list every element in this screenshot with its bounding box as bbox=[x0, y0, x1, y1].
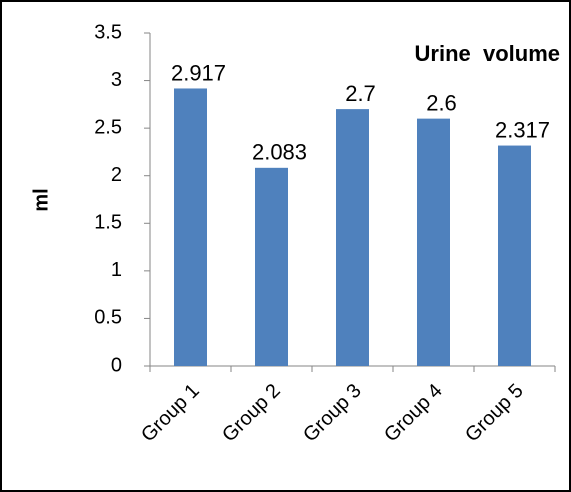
y-tick-label: 0.5 bbox=[94, 307, 122, 329]
bar bbox=[498, 145, 531, 366]
data-label: 2.6 bbox=[426, 90, 457, 115]
y-tick-label: 1.5 bbox=[94, 212, 122, 234]
y-tick-label: 0 bbox=[111, 354, 122, 376]
y-axis-label: ml bbox=[30, 188, 52, 211]
data-label: 2.7 bbox=[345, 81, 376, 106]
y-tick-label: 2 bbox=[111, 164, 122, 186]
bar bbox=[174, 88, 207, 366]
data-label: 2.083 bbox=[252, 140, 307, 165]
bar bbox=[336, 109, 369, 366]
y-tick-label: 2.5 bbox=[94, 116, 122, 138]
y-tick-label: 1 bbox=[111, 259, 122, 281]
y-tick-label: 3.5 bbox=[94, 21, 122, 43]
bar bbox=[417, 118, 450, 366]
bar bbox=[255, 167, 288, 366]
data-label: 2.317 bbox=[495, 117, 550, 142]
data-label: 2.917 bbox=[171, 60, 226, 85]
chart-title: Urine volume bbox=[415, 41, 560, 66]
y-tick-label: 3 bbox=[111, 69, 122, 91]
